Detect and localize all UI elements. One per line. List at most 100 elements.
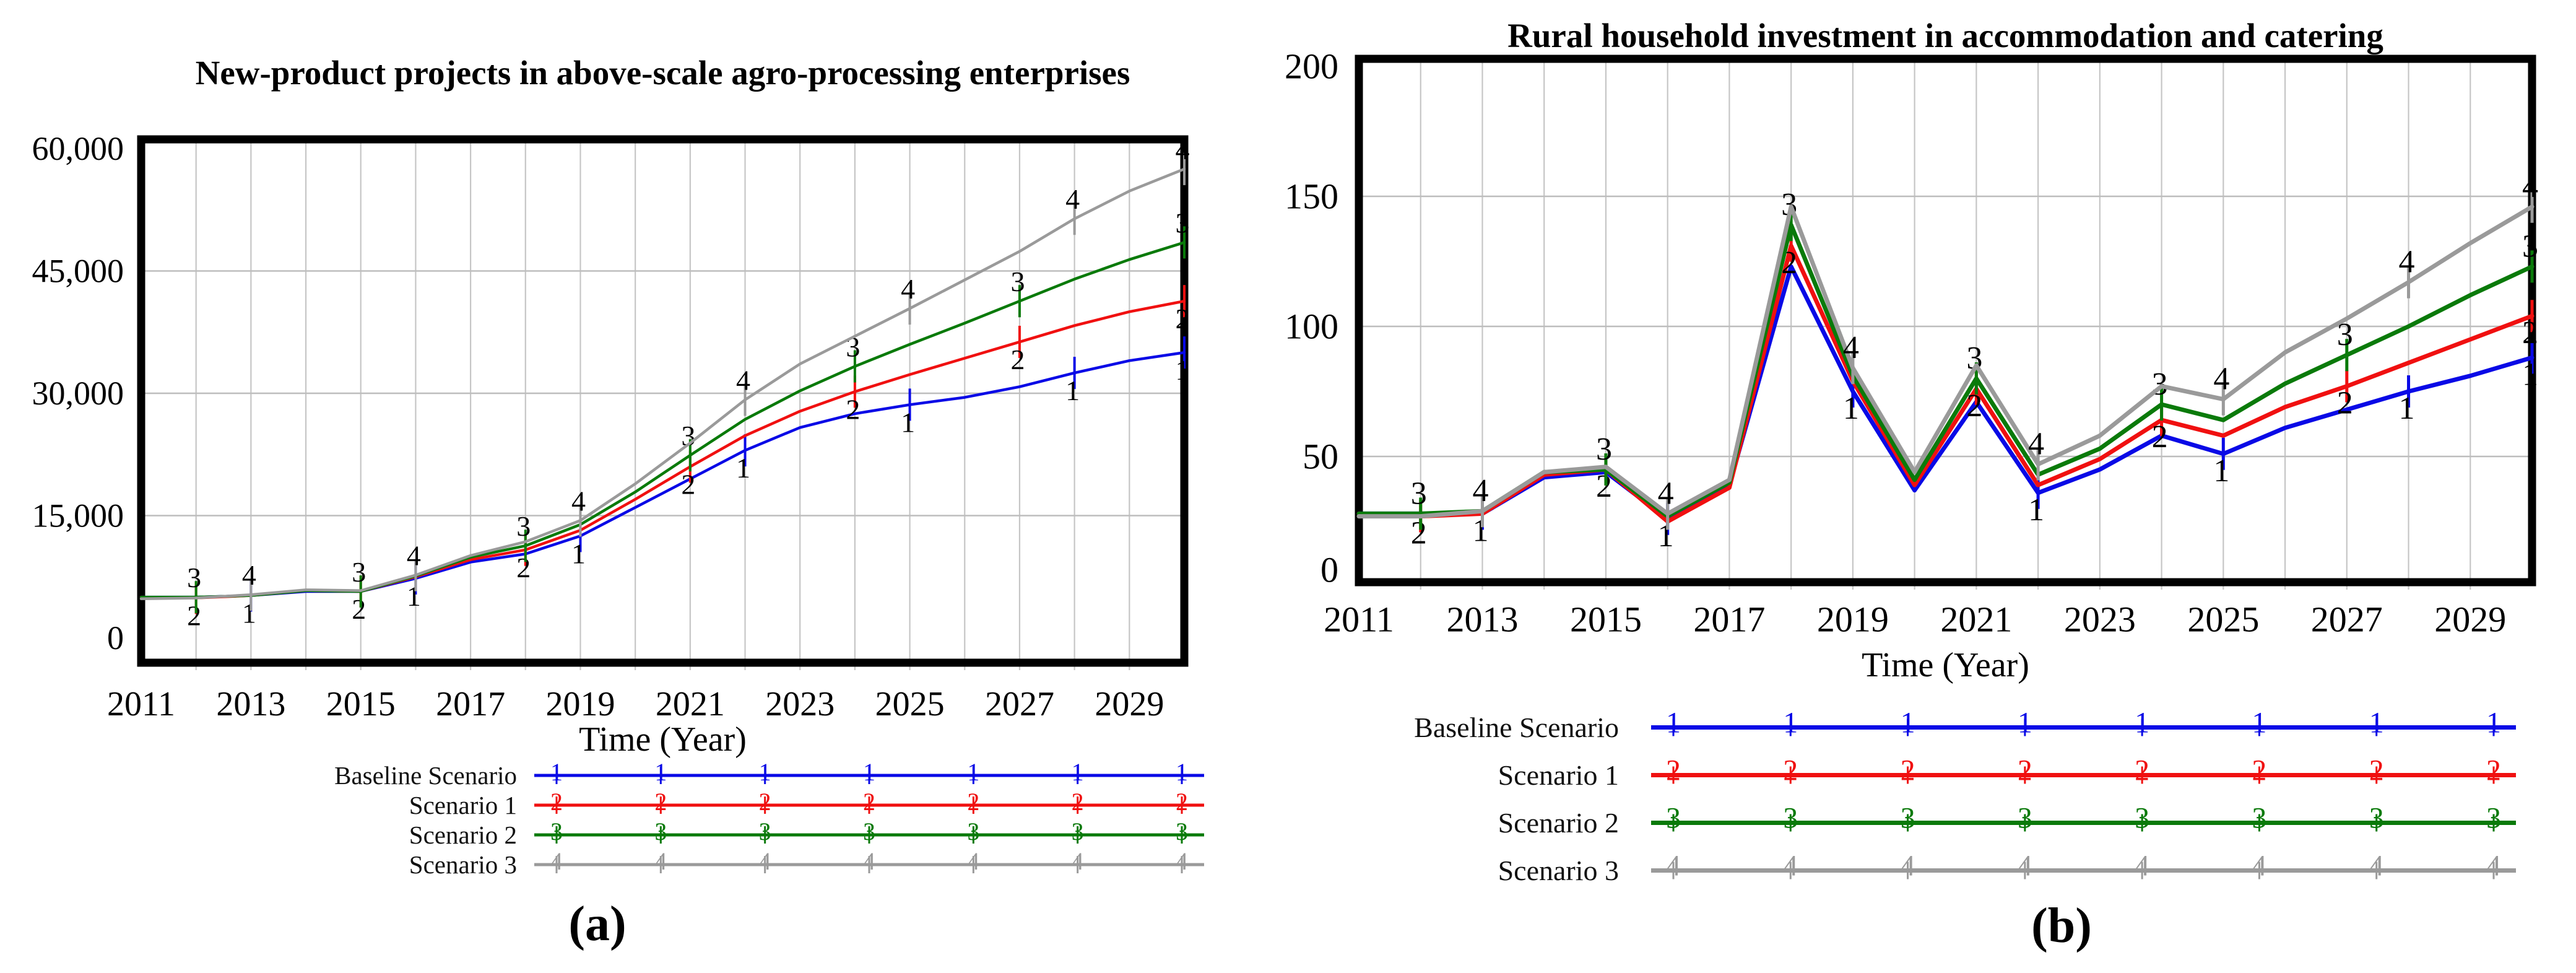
legend-label: Scenario 3 xyxy=(1498,855,1619,886)
series-marker-digit: 3 xyxy=(681,420,695,452)
series-marker-digit: 1 xyxy=(1472,513,1488,548)
panel-a-series-scenario-3: 4 4 4 4 4 4 4 xyxy=(139,134,1190,611)
y-tick-label: 45,000 xyxy=(32,253,124,290)
x-tick-label: 2019 xyxy=(545,685,615,723)
x-tick-label: 2023 xyxy=(765,685,835,723)
legend-marker-digit: 4 xyxy=(1783,850,1798,883)
legend-marker-digit: 2 xyxy=(2486,754,2501,787)
x-tick-label: 2011 xyxy=(1324,600,1394,640)
panel-a-grid-horizontal xyxy=(141,270,1184,517)
series-marker-digit: 2 xyxy=(516,552,531,583)
series-marker-digit: 4 xyxy=(407,540,421,572)
legend-marker-digit: 4 xyxy=(2486,850,2501,883)
legend-marker-digit: 3 xyxy=(1901,802,1915,835)
legend-marker-digit: 2 xyxy=(1783,754,1798,787)
panel-b-grid-vertical xyxy=(1420,59,2471,590)
legend-row: Scenario 2 3 3 3 3 3 3 3 xyxy=(306,820,1207,850)
series-marker-digit: 2 xyxy=(1411,516,1427,551)
x-tick-label: 2013 xyxy=(1446,600,1518,640)
legend-marker-digit: 1 xyxy=(2486,707,2501,740)
series-marker-digit: 1 xyxy=(2522,357,2538,392)
legend-marker-digit: 2 xyxy=(1176,790,1188,816)
legend-line: 1 1 1 1 1 1 1 xyxy=(534,761,1204,786)
legend-marker-digit: 3 xyxy=(2018,802,2032,835)
series-marker-digit: 4 xyxy=(2213,362,2229,397)
series-marker-digit: 3 xyxy=(187,562,201,593)
panel-a-y-tick-labels: 0 15,000 30,000 45,000 60,000 xyxy=(32,130,124,657)
legend-marker-digit: 4 xyxy=(863,850,875,875)
legend-marker-digit: 3 xyxy=(863,820,875,845)
y-tick-label: 30,000 xyxy=(32,375,124,412)
panel-a-xaxis-title: Time (Year) xyxy=(579,720,747,759)
panel-a-x-tick-labels: 2011 2013 2015 2017 2019 2021 2023 2025 2027 2029 xyxy=(107,685,1164,723)
series-marker-digit: 1 xyxy=(1658,518,1674,554)
y-tick-label: 15,000 xyxy=(32,497,124,534)
series-marker-digit: 1 xyxy=(242,598,256,629)
legend-marker-digit: 1 xyxy=(1901,707,1915,740)
series-marker-digit: 4 xyxy=(2028,427,2044,462)
panel-b-x-tick-labels: 2011 2013 2015 2017 2019 2021 2023 2025 2027 2029 xyxy=(1324,600,2506,640)
y-tick-label: 150 xyxy=(1285,177,1338,217)
legend-marker-digit: 4 xyxy=(2252,850,2266,883)
series-marker-digit: 4 xyxy=(901,273,915,305)
series-marker-digit: 2 xyxy=(681,469,695,500)
legend-marker-digit: 1 xyxy=(550,761,563,786)
series-marker-digit: 2 xyxy=(1010,344,1025,375)
legend-marker-digit: 3 xyxy=(2135,802,2149,835)
legend-line: 3 3 3 3 3 3 3 3 xyxy=(1651,802,2516,835)
series-marker-digit: 4 xyxy=(571,485,586,517)
panel-b-title: Rural household investment in accommodat… xyxy=(1507,17,2383,55)
legend-marker-digit: 2 xyxy=(2135,754,2149,787)
series-marker-digit: 3 xyxy=(2152,367,2168,402)
series-marker-digit: 1 xyxy=(1065,375,1080,406)
legend-row: Scenario 2 3 3 3 3 3 3 3 3 xyxy=(1350,799,2518,847)
x-tick-label: 2019 xyxy=(1817,600,1889,640)
legend-marker-digit: 2 xyxy=(759,790,771,816)
series-marker-digit: 2 xyxy=(187,600,201,631)
panel-a-label: (a) xyxy=(568,897,627,951)
legend-marker-digit: 4 xyxy=(759,850,771,875)
legend-marker-digit: 3 xyxy=(1666,802,1681,835)
series-marker-digit: 1 xyxy=(736,452,750,484)
legend-label: Scenario 2 xyxy=(409,821,517,849)
legend-label: Scenario 1 xyxy=(1498,759,1619,791)
x-tick-label: 2025 xyxy=(875,685,945,723)
y-tick-label: 60,000 xyxy=(32,130,124,167)
legend-marker-digit: 1 xyxy=(654,761,667,786)
series-marker-digit: 4 xyxy=(1065,183,1080,215)
legend-line: 4 4 4 4 4 4 4 4 xyxy=(1651,850,2516,883)
x-tick-label: 2017 xyxy=(436,685,505,723)
legend-row: Baseline Scenario 1 1 1 1 1 1 1 xyxy=(306,761,1207,790)
panel-a-title: New-product projects in above-scale agro… xyxy=(195,54,1130,92)
series-marker-digit: 4 xyxy=(736,365,750,396)
series-marker-digit: 3 xyxy=(1176,207,1190,238)
series-marker-digit: 2 xyxy=(352,593,366,625)
x-tick-label: 2021 xyxy=(1940,600,2012,640)
legend-row: Scenario 1 2 2 2 2 2 2 2 2 xyxy=(1350,751,2518,799)
series-marker-digit: 3 xyxy=(1010,266,1025,297)
legend-marker-digit: 2 xyxy=(1666,754,1681,787)
legend-marker-digit: 4 xyxy=(550,850,563,875)
legend-marker-digit: 3 xyxy=(1783,802,1798,835)
legend-label: Scenario 3 xyxy=(409,850,517,879)
x-tick-label: 2025 xyxy=(2187,600,2259,640)
series-marker-digit: 1 xyxy=(1843,391,1859,426)
series-marker-digit: 4 xyxy=(1843,330,1859,365)
x-tick-label: 2015 xyxy=(326,685,396,723)
legend-marker-digit: 2 xyxy=(863,790,875,816)
legend-marker-digit: 2 xyxy=(1072,790,1084,816)
legend-marker-digit: 4 xyxy=(1901,850,1915,883)
x-tick-label: 2017 xyxy=(1693,600,1765,640)
legend-marker-digit: 1 xyxy=(1176,761,1188,786)
series-marker-digit: 3 xyxy=(1596,432,1612,467)
legend-label: Scenario 2 xyxy=(1498,807,1619,839)
series-marker-digit: 3 xyxy=(2522,229,2538,264)
legend-line: 1 1 1 1 1 1 1 1 xyxy=(1651,707,2516,740)
legend-marker-digit: 2 xyxy=(654,790,667,816)
x-tick-label: 2027 xyxy=(2311,600,2383,640)
legend-line: 3 3 3 3 3 3 3 xyxy=(534,820,1204,845)
panel-a-plot-border xyxy=(137,135,1189,667)
legend-line: 2 2 2 2 2 2 2 2 xyxy=(1651,754,2516,787)
x-tick-label: 2015 xyxy=(1570,600,1642,640)
